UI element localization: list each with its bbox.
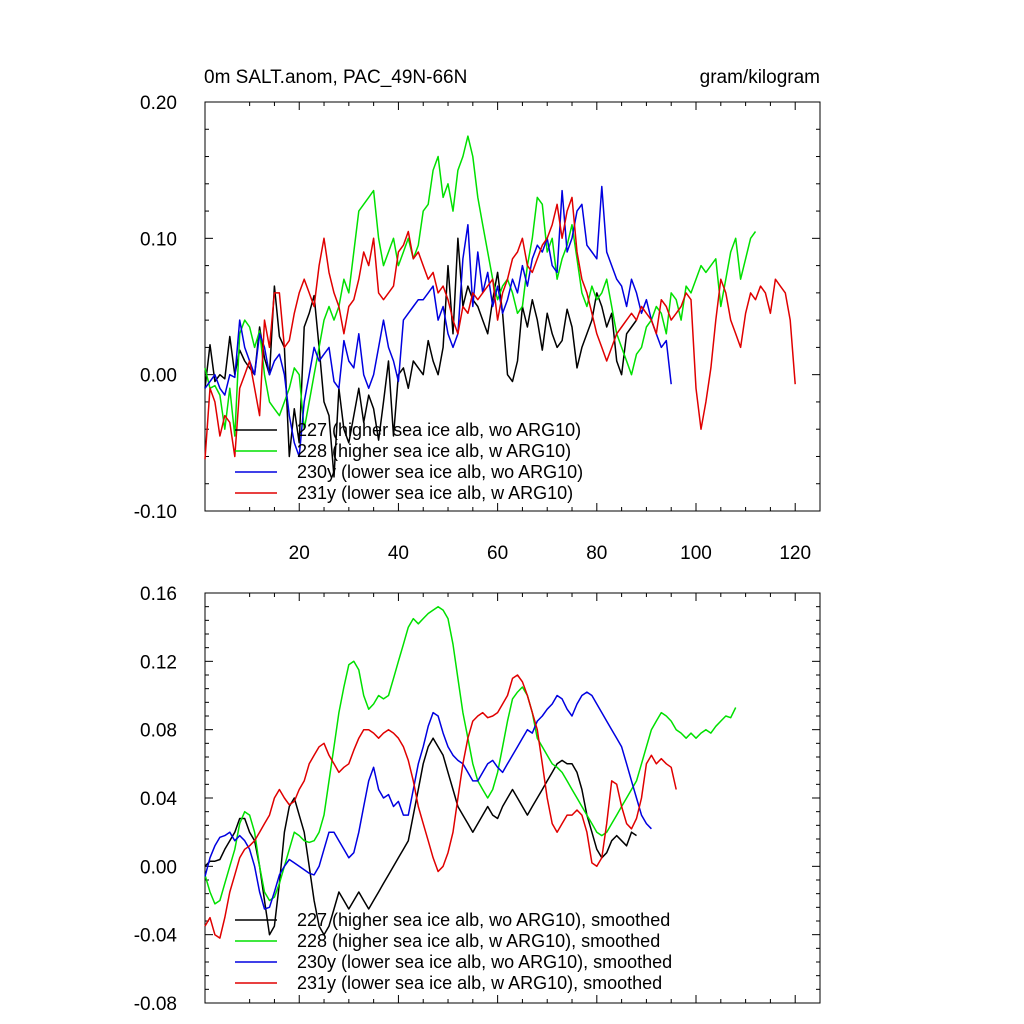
series-line-227 bbox=[204, 737, 637, 936]
top-x-tick-labels: 20 40 60 80 100 120 bbox=[289, 543, 811, 564]
y-tick-label: 0.20 bbox=[140, 93, 177, 114]
legend-label-230y: 230y (lower sea ice alb, wo ARG10) bbox=[297, 462, 583, 482]
y-tick-label: -0.08 bbox=[134, 994, 177, 1015]
top-ticks bbox=[205, 101, 821, 512]
legend-label-227: 227 (higher sea ice alb, wo ARG10) bbox=[297, 420, 581, 440]
y-tick-label: 0.16 bbox=[140, 584, 177, 605]
legend-label-227: 227 (higher sea ice alb, wo ARG10), smoo… bbox=[297, 910, 670, 930]
top-legend: 227 (higher sea ice alb, wo ARG10)228 (h… bbox=[235, 420, 583, 503]
x-tick-label: 100 bbox=[680, 543, 712, 564]
top-series-lines bbox=[204, 135, 796, 478]
x-tick-label: 80 bbox=[586, 543, 607, 564]
bottom-series-lines bbox=[204, 605, 737, 939]
y-tick-label: 0.12 bbox=[140, 652, 177, 673]
y-tick-label: -0.04 bbox=[134, 926, 178, 947]
units-label: gram/kilogram bbox=[700, 67, 820, 88]
bottom-y-tick-labels: 0.16 0.12 0.08 0.04 0.00 -0.04 -0.08 bbox=[134, 584, 178, 1015]
bottom-legend: 227 (higher sea ice alb, wo ARG10), smoo… bbox=[235, 910, 672, 993]
bottom-panel: 0.16 0.12 0.08 0.04 0.00 -0.04 -0.08 227 (high… bbox=[134, 584, 821, 1015]
legend-label-228: 228 (higher sea ice alb, w ARG10) bbox=[297, 441, 571, 461]
series-line-227 bbox=[204, 237, 638, 478]
y-tick-label: 0.00 bbox=[140, 366, 177, 387]
x-tick-label: 120 bbox=[779, 543, 811, 564]
series-line-230y bbox=[204, 691, 652, 910]
x-tick-label: 60 bbox=[487, 543, 508, 564]
legend-label-231y: 231y (lower sea ice alb, w ARG10), smoot… bbox=[297, 973, 662, 993]
top-y-tick-labels: 0.20 0.10 0.00 -0.10 bbox=[134, 93, 177, 523]
series-line-231y bbox=[204, 674, 677, 939]
y-tick-label: 0.10 bbox=[140, 229, 177, 250]
y-tick-label: 0.04 bbox=[140, 789, 177, 810]
bottom-ticks bbox=[205, 592, 821, 1004]
y-tick-label: -0.10 bbox=[134, 502, 177, 523]
chart-title: 0m SALT.anom, PAC_49N-66N bbox=[204, 67, 467, 88]
series-line-231y bbox=[204, 196, 796, 460]
x-tick-label: 20 bbox=[289, 543, 310, 564]
series-line-228 bbox=[204, 605, 737, 905]
y-tick-label: 0.00 bbox=[140, 857, 177, 878]
legend-label-228: 228 (higher sea ice alb, w ARG10), smoot… bbox=[297, 931, 660, 951]
top-plot-frame bbox=[204, 101, 821, 512]
y-tick-label: 0.08 bbox=[140, 721, 177, 742]
top-panel: 0.20 0.10 0.00 -0.10 20 40 60 80 100 120 227 (hi… bbox=[134, 93, 821, 564]
x-tick-label: 40 bbox=[388, 543, 409, 564]
series-line-230y bbox=[204, 185, 672, 458]
series-line-228 bbox=[204, 135, 757, 437]
legend-label-231y: 231y (lower sea ice alb, w ARG10) bbox=[297, 483, 573, 503]
legend-label-230y: 230y (lower sea ice alb, wo ARG10), smoo… bbox=[297, 952, 672, 972]
